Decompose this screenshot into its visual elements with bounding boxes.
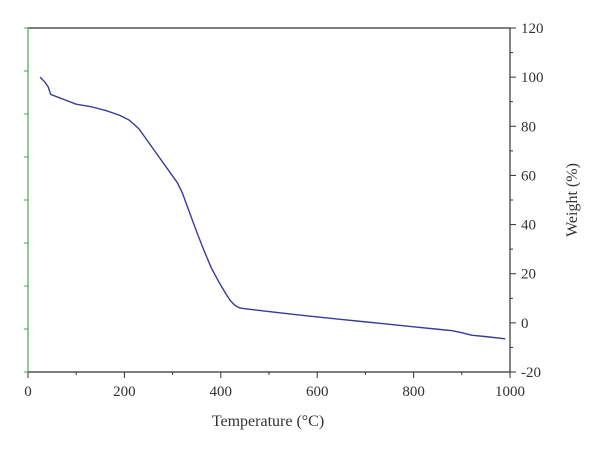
x-tick-label: 800 bbox=[402, 384, 425, 400]
x-tick-label: 400 bbox=[210, 384, 233, 400]
y-axis-title: Weight (%) bbox=[564, 163, 581, 237]
series-layer bbox=[39, 76, 506, 340]
y-tick-label: 100 bbox=[521, 70, 544, 86]
y-tick-label: 80 bbox=[521, 119, 536, 135]
x-tick-label: 200 bbox=[113, 384, 136, 400]
y-axis-ticks: 120 100 80 60 40 20 0 -20 bbox=[510, 21, 544, 381]
x-axis-ticks: 0 200 400 600 800 1000 bbox=[24, 372, 525, 400]
x-tick-label: 1000 bbox=[495, 384, 525, 400]
y-tick-label: 40 bbox=[521, 218, 536, 234]
y-tick-label: 0 bbox=[521, 316, 529, 332]
y-tick-label: -20 bbox=[521, 365, 541, 381]
x-tick-label: 0 bbox=[24, 384, 32, 400]
y-tick-label: 60 bbox=[521, 168, 536, 184]
x-tick-label: 600 bbox=[306, 384, 329, 400]
y-tick-label: 120 bbox=[521, 21, 544, 37]
chart-axes bbox=[24, 27, 511, 373]
y-tick-label: 20 bbox=[521, 267, 536, 283]
x-axis-title: Temperature (°C) bbox=[212, 413, 324, 430]
weight-loss-curve bbox=[39, 76, 506, 340]
